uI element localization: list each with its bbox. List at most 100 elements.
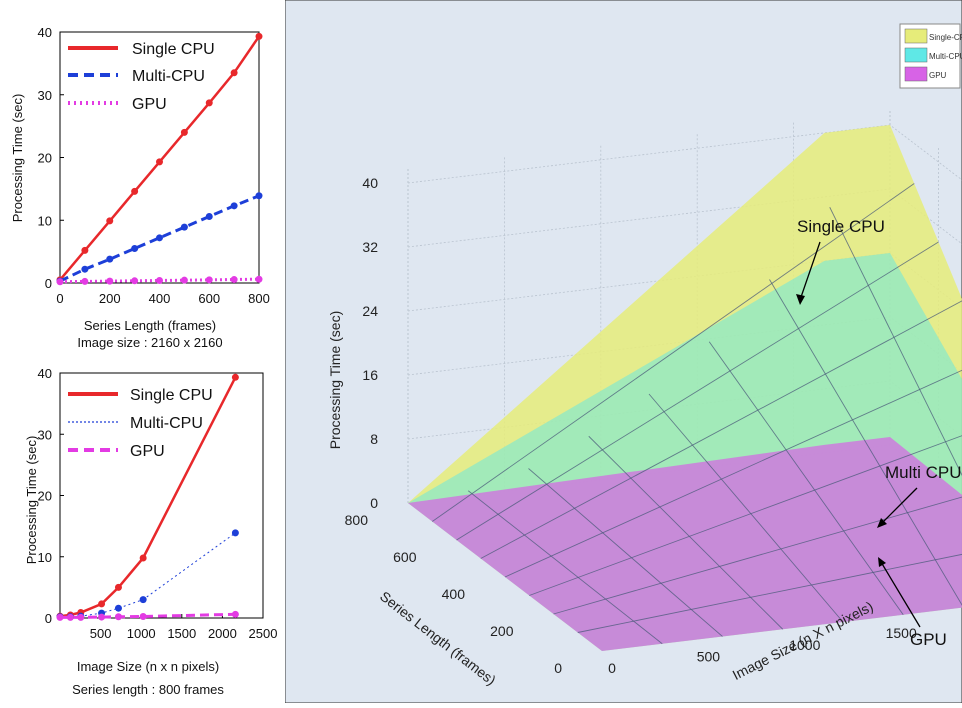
data-point-gpu [67,614,74,621]
x-tick-label: 200 [99,291,121,306]
data-point-gpu [232,611,239,618]
legend: Single-CPU Multi-CPU GPU [900,24,962,88]
data-point-single-cpu [131,188,138,195]
x-tick-label: 600 [198,291,220,306]
data-point-multi-cpu [256,192,263,199]
data-point-single-cpu [231,69,238,76]
data-point-multi-cpu [231,202,238,209]
data-point-multi-cpu [206,213,213,220]
data-point-single-cpu [140,554,147,561]
x-tick-label: 800 [248,291,270,306]
legend-label-gpu: GPU [929,71,947,80]
z-tick-label: 40 [362,175,378,191]
x-tick-label: 400 [149,291,171,306]
y-tick-label: 40 [38,25,52,40]
data-point-gpu [98,614,105,621]
data-point-multi-cpu [181,224,188,231]
data-point-multi-cpu [156,234,163,241]
data-point-gpu [81,278,88,285]
data-point-gpu [140,613,147,620]
legend-label-multi-cpu: Multi-CPU [929,52,962,61]
data-point-multi-cpu [140,596,147,603]
x-tick-label: 1500 [167,626,196,641]
legend-label-multi-cpu: Multi-CPU [130,415,203,432]
data-point-single-cpu [98,600,105,607]
y-tick-label: 0 [45,611,52,626]
z-tick-label: 24 [362,303,378,319]
data-point-multi-cpu [232,529,239,536]
y-tick-label: 400 [442,586,466,602]
data-point-single-cpu [106,217,113,224]
x-axis-label: Image Size (n x n pixels) [77,659,219,674]
data-point-multi-cpu [131,245,138,252]
y-tick-label: 0 [45,276,52,291]
data-point-multi-cpu [106,256,113,263]
x-tick-label: 500 [90,626,112,641]
x-axis-label: Series Length (frames) [84,318,216,333]
data-point-gpu [156,277,163,284]
z-axis-label: Processing Time (sec) [327,311,343,449]
y-tick-label: 20 [38,489,52,504]
y-tick-label: 20 [38,151,52,166]
legend-swatch-multi-cpu [905,48,927,62]
y-tick-label: 30 [38,427,52,442]
x-tick-label: 1000 [127,626,156,641]
x-tick-label: 2500 [249,626,278,641]
annotation-single-cpu: Single CPU [797,217,885,236]
x-tick-label: 0 [608,660,616,676]
z-tick-label: 16 [362,367,378,383]
data-point-single-cpu [232,374,239,381]
data-point-gpu [115,613,122,620]
data-point-single-cpu [156,158,163,165]
z-tick-label: 8 [370,431,378,447]
plot-frame [60,373,263,618]
legend-label-single-cpu: Single CPU [132,41,215,58]
x-tick-label: 500 [697,648,721,664]
legend-label-multi-cpu: Multi-CPU [132,68,205,85]
y-tick-label: 600 [393,549,417,565]
legend-label-gpu: GPU [130,443,165,460]
data-point-single-cpu [115,584,122,591]
data-point-gpu [57,614,64,621]
data-point-single-cpu [206,99,213,106]
y-tick-label: 10 [38,213,52,228]
y-axis-label: Processing Time (sec) [10,94,25,223]
x-tick-label: 2000 [208,626,237,641]
y-axis-label: Processing Time (sec) [24,436,39,565]
data-point-multi-cpu [115,605,122,612]
y-tick-label: 10 [38,550,52,565]
y-tick-label: 30 [38,88,52,103]
y-tick-label: 200 [490,623,514,639]
data-point-single-cpu [256,33,263,40]
data-point-gpu [131,277,138,284]
y-tick-label: 0 [554,660,562,676]
annotation-multi-cpu: Multi CPU [885,463,962,482]
legend-swatch-gpu [905,67,927,81]
chart-image-size-svg: 0 10 20 30 40 500 1000 1500 2000 2500 Processing … [0,360,285,703]
data-point-gpu [206,276,213,283]
z-tick-label: 32 [362,239,378,255]
annotation-gpu: GPU [910,630,947,649]
chart-3d-surface-svg: 0816243240020040060080005001000150020002… [285,0,962,703]
data-point-gpu [256,276,263,283]
legend-swatch-single-cpu [905,29,927,43]
chart-image-size: 0 10 20 30 40 500 1000 1500 2000 2500 Processing … [0,360,285,703]
data-point-multi-cpu [81,266,88,273]
legend-label-single-cpu: Single CPU [130,387,213,404]
data-point-gpu [77,614,84,621]
legend-label-gpu: GPU [132,96,167,113]
chart-subtitle: Series length : 800 frames [72,682,224,697]
chart-subtitle: Image size : 2160 x 2160 [77,335,222,350]
data-point-gpu [57,278,64,285]
legend-label-single-cpu: Single-CPU [929,33,962,42]
data-point-single-cpu [181,129,188,136]
z-tick-label: 0 [370,495,378,511]
y-tick-label: 800 [345,512,369,528]
data-point-gpu [231,276,238,283]
data-point-single-cpu [81,247,88,254]
data-point-gpu [181,277,188,284]
chart-3d-surface: 0816243240020040060080005001000150020002… [285,0,962,703]
y-tick-label: 40 [38,366,52,381]
